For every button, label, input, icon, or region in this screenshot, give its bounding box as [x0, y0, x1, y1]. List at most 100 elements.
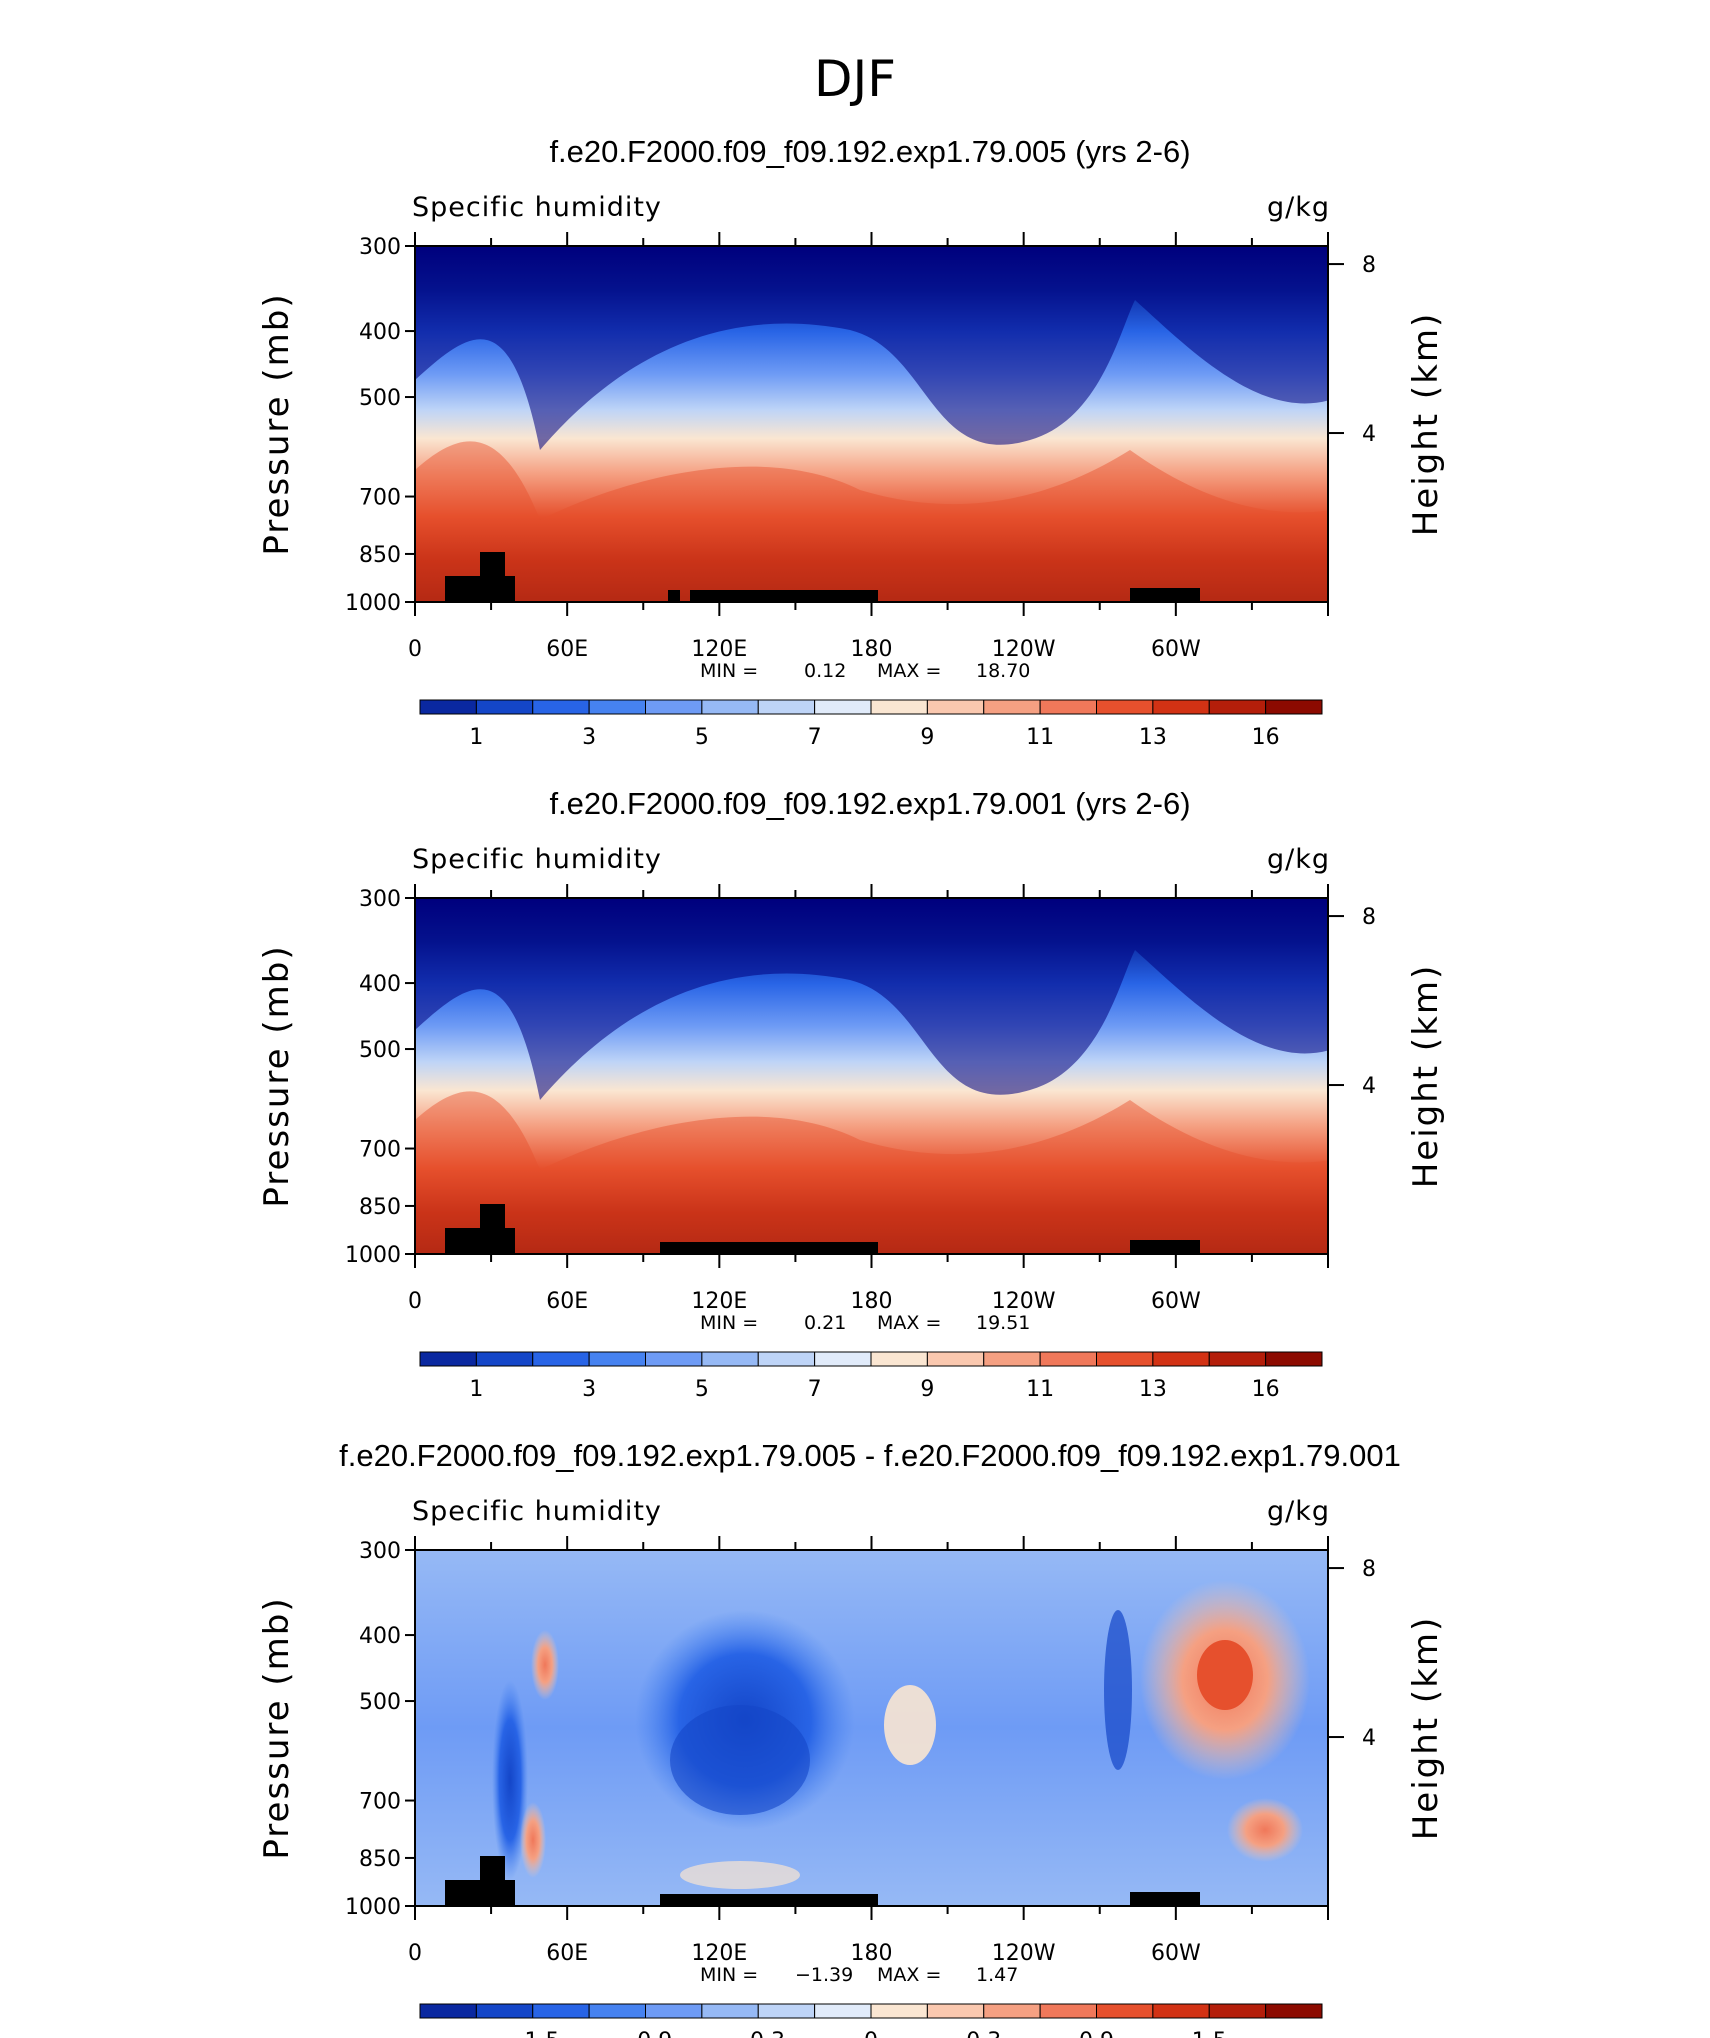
colorbar-swatch: [701, 699, 759, 715]
colorbar-swatch: [701, 1351, 759, 1367]
colorbar-label: 5: [695, 1377, 709, 1402]
y-tick-label: 850: [359, 1195, 401, 1220]
x-tick-label: 120E: [691, 637, 747, 662]
y-tick-label: 500: [359, 1038, 401, 1063]
height-tick-label: 4: [1362, 1726, 1376, 1751]
variable-label: Specific humidity: [412, 192, 662, 223]
height-tick-label: 8: [1362, 1557, 1376, 1582]
colorbar-swatch: [757, 2003, 816, 2019]
colorbar-swatch: [532, 1351, 590, 1367]
y-tick-label: 300: [359, 887, 401, 912]
colorbar-label: 9: [920, 725, 934, 750]
y-tick-label: 1000: [345, 1243, 401, 1268]
x-tick-label: 0: [408, 637, 422, 662]
height-tick-label: 8: [1362, 253, 1376, 278]
min-value: −1.39: [795, 1964, 853, 1986]
colorbar-label: 0.3: [966, 2029, 1001, 2038]
colorbar-swatch: [983, 1351, 1041, 1367]
y-tick-label: 1000: [345, 591, 401, 616]
colorbar-swatch: [870, 1351, 928, 1367]
colorbar-label: 0.9: [1079, 2029, 1114, 2038]
colorbar-swatch: [870, 699, 928, 715]
y-tick-label: 1000: [345, 1895, 401, 1920]
y-tick-label: 400: [359, 1624, 401, 1649]
colorbar-swatch: [814, 699, 872, 715]
y-axis-label-right: Height (km): [1406, 1616, 1446, 1841]
min-label: MIN =: [700, 660, 758, 682]
x-tick-label: 180: [851, 637, 893, 662]
y-axis-label-right: Height (km): [1406, 964, 1446, 1189]
colorbar-label: 3: [582, 1377, 596, 1402]
colorbar-swatch: [1208, 2003, 1267, 2019]
colorbar-swatch: [1152, 1351, 1210, 1367]
max-value: 18.70: [976, 660, 1030, 682]
colorbar-swatch: [419, 1351, 477, 1367]
max-label: MAX =: [877, 1964, 941, 1986]
panel-title: f.e20.F2000.f09_f09.192.exp1.79.005 (yrs…: [549, 134, 1190, 169]
colorbar-label: 7: [808, 1377, 822, 1402]
colorbar-label: 0: [864, 2029, 878, 2038]
colorbar-label: 13: [1139, 1377, 1167, 1402]
y-tick-label: 300: [359, 235, 401, 260]
colorbar-swatch: [1152, 699, 1210, 715]
colorbar-swatch: [645, 1351, 703, 1367]
x-tick-label: 120E: [691, 1941, 747, 1966]
x-tick-label: 120W: [992, 1941, 1056, 1966]
min-value: 0.21: [804, 1312, 846, 1334]
colorbar-swatch: [588, 699, 646, 715]
colorbar-swatch: [870, 2003, 928, 2019]
colorbar-swatch: [475, 699, 534, 715]
x-tick-label: 60W: [1151, 637, 1201, 662]
y-tick-label: 500: [359, 1690, 401, 1715]
variable-label: Specific humidity: [412, 1496, 662, 1527]
y-tick-label: 850: [359, 1847, 401, 1872]
colorbar-swatch: [1039, 2003, 1097, 2019]
colorbar-label: −0.3: [732, 2029, 785, 2038]
y-tick-label: 700: [359, 1138, 401, 1163]
colorbar-label: 1: [469, 725, 483, 750]
colorbar-swatch: [701, 2003, 759, 2019]
height-tick-label: 4: [1362, 1074, 1376, 1099]
colorbar-swatch: [1208, 1351, 1267, 1367]
colorbar-swatch: [926, 2003, 985, 2019]
colorbar-swatch: [588, 2003, 646, 2019]
y-tick-label: 400: [359, 972, 401, 997]
y-tick-label: 700: [359, 1790, 401, 1815]
colorbar-swatch: [926, 699, 985, 715]
y-axis-label-left: Pressure (mb): [257, 292, 297, 555]
y-tick-label: 300: [359, 1539, 401, 1564]
colorbar-swatch: [926, 1351, 985, 1367]
max-value: 1.47: [976, 1964, 1018, 1986]
height-tick-label: 4: [1362, 422, 1376, 447]
colorbar-swatch: [588, 1351, 646, 1367]
colorbar-swatch: [645, 2003, 703, 2019]
colorbar-swatch: [645, 699, 703, 715]
max-label: MAX =: [877, 1312, 941, 1334]
contour-field: [415, 246, 1328, 602]
x-tick-label: 0: [408, 1941, 422, 1966]
colorbar-label: 5: [695, 725, 709, 750]
colorbar-swatch: [1265, 1351, 1323, 1367]
colorbar-swatch: [1152, 2003, 1210, 2019]
colorbar-swatch: [1265, 699, 1323, 715]
y-axis-label-left: Pressure (mb): [257, 944, 297, 1207]
colorbar-label: 16: [1252, 725, 1280, 750]
y-tick-label: 700: [359, 486, 401, 511]
x-tick-label: 180: [851, 1941, 893, 1966]
colorbar-swatch: [983, 2003, 1041, 2019]
min-value: 0.12: [804, 660, 846, 682]
contour-field: [415, 898, 1328, 1254]
x-tick-label: 120E: [691, 1289, 747, 1314]
max-label: MAX =: [877, 660, 941, 682]
colorbar-swatch: [475, 1351, 534, 1367]
y-tick-label: 500: [359, 386, 401, 411]
max-value: 19.51: [976, 1312, 1030, 1334]
colorbar-swatch: [1096, 699, 1154, 715]
colorbar-swatch: [1096, 1351, 1154, 1367]
colorbar-swatch: [757, 1351, 816, 1367]
colorbar-swatch: [419, 2003, 477, 2019]
panel-title: f.e20.F2000.f09_f09.192.exp1.79.001 (yrs…: [549, 786, 1190, 821]
colorbar-swatch: [532, 2003, 590, 2019]
x-tick-label: 120W: [992, 1289, 1056, 1314]
colorbar-label: 16: [1252, 1377, 1280, 1402]
